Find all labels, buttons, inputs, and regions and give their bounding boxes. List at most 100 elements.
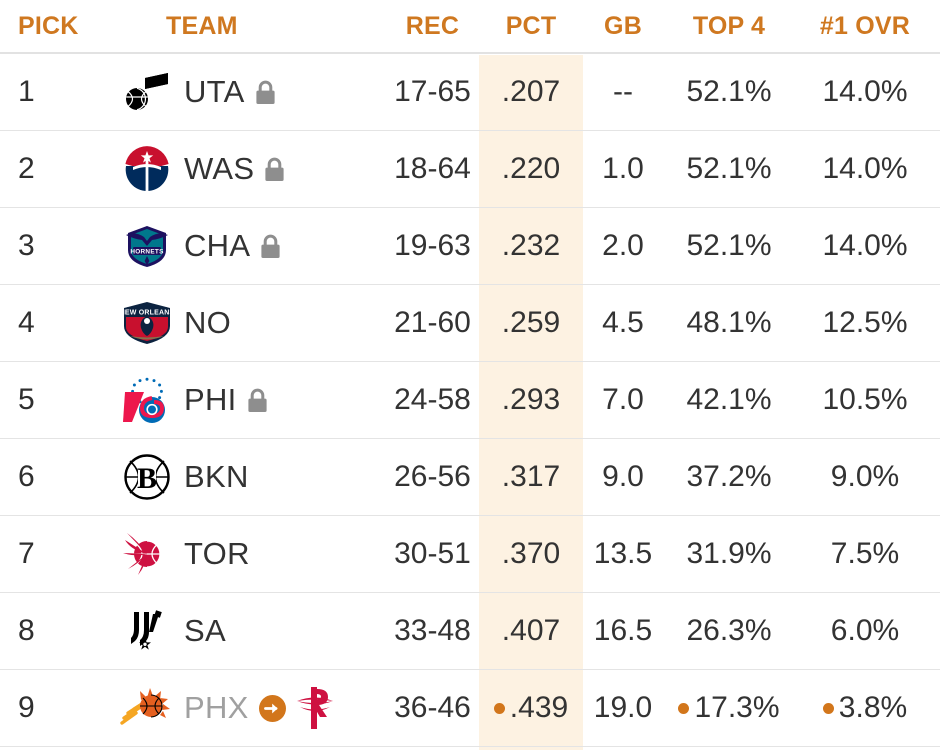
record-value: 36-46 xyxy=(394,691,471,724)
ovr-wrap: 9.0% xyxy=(831,460,899,494)
games-back-cell: 2.0 xyxy=(583,229,663,263)
column-header-gb[interactable]: GB xyxy=(583,12,663,41)
pct-value: .232 xyxy=(501,229,561,262)
column-header-rec[interactable]: REC xyxy=(386,12,479,41)
team-abbreviation: SA xyxy=(184,613,226,648)
pct-value: .220 xyxy=(501,152,561,185)
pct-value: .407 xyxy=(501,614,561,647)
pct-wrap: .370 xyxy=(502,537,560,571)
record-cell: 36-46 xyxy=(386,691,479,725)
top4-value: 37.2% xyxy=(686,460,772,493)
column-header-ovr[interactable]: #1 OVR xyxy=(795,12,935,41)
lock-icon xyxy=(254,80,277,105)
top4-value: 42.1% xyxy=(686,383,772,416)
pick-number: 7 xyxy=(18,537,35,570)
pct-cell: .207 xyxy=(479,75,583,109)
ovr-wrap: 7.5% xyxy=(831,537,899,571)
houston-rockets-logo-glyph xyxy=(296,687,333,729)
record-value: 17-65 xyxy=(394,75,471,108)
top4-cell: 37.2% xyxy=(663,460,795,494)
team-cell[interactable]: UTA xyxy=(96,65,386,119)
svg-text:B: B xyxy=(137,462,157,495)
column-header-pct-label: PCT xyxy=(505,11,557,40)
top4-cell: 26.3% xyxy=(663,614,795,648)
ovr-value: 7.5% xyxy=(830,537,900,570)
top4-cell: 52.1% xyxy=(663,229,795,263)
games-back-cell: 16.5 xyxy=(583,614,663,648)
pct-value: .293 xyxy=(501,383,561,416)
column-header-pct[interactable]: PCT xyxy=(479,12,583,41)
team-cell[interactable]: PHI xyxy=(96,373,386,427)
table-row[interactable]: 4 NEW ORLEANS NO 21-60 .259 4 xyxy=(0,285,940,362)
top4-value: 52.1% xyxy=(686,75,772,108)
team-abbreviation: TOR xyxy=(184,536,250,571)
record-cell: 18-64 xyxy=(386,152,479,186)
top4-cell: 48.1% xyxy=(663,306,795,340)
table-row[interactable]: 2 WAS 18-64 .220 1.0 xyxy=(0,131,940,208)
games-back-cell: 4.5 xyxy=(583,306,663,340)
charlotte-hornets-logo: HORNETS xyxy=(110,219,184,273)
record-cell: 17-65 xyxy=(386,75,479,109)
pct-wrap: .232 xyxy=(502,229,560,263)
record-value: 21-60 xyxy=(394,306,471,339)
column-header-pick-label: PICK xyxy=(18,11,79,40)
team-cell[interactable]: TOR xyxy=(96,527,386,581)
column-header-team[interactable]: TEAM xyxy=(96,12,386,41)
pct-cell: .293 xyxy=(479,383,583,417)
games-back-cell: 7.0 xyxy=(583,383,663,417)
ovr-value: 12.5% xyxy=(822,306,908,339)
ovr-value: 6.0% xyxy=(830,614,900,647)
top4-wrap: 52.1% xyxy=(686,152,771,186)
washington-wizards-logo xyxy=(110,142,184,196)
lock-icon xyxy=(259,234,282,259)
top4-cell: 52.1% xyxy=(663,75,795,109)
top4-value: 52.1% xyxy=(686,152,772,185)
ovr-value: 14.0% xyxy=(822,229,908,262)
new-orleans-pelicans-logo: NEW ORLEANS xyxy=(110,296,184,350)
record-cell: 19-63 xyxy=(386,229,479,263)
top4-wrap: 17.3% xyxy=(678,691,780,725)
phoenix-suns-logo-glyph xyxy=(120,688,170,725)
team-cell[interactable]: PHX xyxy=(96,681,386,735)
column-header-top4[interactable]: TOP 4 xyxy=(663,12,795,41)
pct-value: .259 xyxy=(501,306,561,339)
team-cell[interactable]: SA xyxy=(96,604,386,658)
record-value: 33-48 xyxy=(394,614,471,647)
top4-value: 26.3% xyxy=(686,614,772,647)
table-header-row: PICK TEAM REC PCT GB TOP 4 #1 OVR xyxy=(0,0,940,54)
record-value: 26-56 xyxy=(394,460,471,493)
top4-wrap: 37.2% xyxy=(686,460,771,494)
charlotte-hornets-logo-glyph: HORNETS xyxy=(126,226,168,267)
team-cell[interactable]: HORNETS CHA xyxy=(96,219,386,273)
column-header-pick[interactable]: PICK xyxy=(0,12,96,41)
table-row[interactable]: 9 PHX xyxy=(0,670,940,747)
lock-icon xyxy=(263,157,286,182)
pct-value: .207 xyxy=(501,75,561,108)
new-orleans-pelicans-logo-glyph: NEW ORLEANS xyxy=(121,302,173,344)
games-back-cell: 9.0 xyxy=(583,460,663,494)
pick-cell: 8 xyxy=(0,614,96,648)
record-value: 18-64 xyxy=(394,152,471,185)
pick-cell: 5 xyxy=(0,383,96,417)
san-antonio-spurs-logo-glyph xyxy=(131,610,162,650)
table-row[interactable]: 6 B BKN 26-56 .317 9.0 xyxy=(0,439,940,516)
table-row[interactable]: 7 TOR 30-51 .370 xyxy=(0,516,940,593)
table-row[interactable]: 8 SA 33-48 .407 xyxy=(0,593,940,670)
team-cell[interactable]: NEW ORLEANS NO xyxy=(96,296,386,350)
pct-cell: .232 xyxy=(479,229,583,263)
table-row[interactable]: 1 UTA 17-65 .207 xyxy=(0,54,940,131)
top4-value: 48.1% xyxy=(686,306,772,339)
games-back-cell: -- xyxy=(583,75,663,109)
table-row[interactable]: 5 PHI 24-58 xyxy=(0,362,940,439)
table-row[interactable]: 3 HORNETS CHA 19-63 .232 xyxy=(0,208,940,285)
games-back-value: 19.0 xyxy=(593,691,653,724)
games-back-value: 7.0 xyxy=(602,383,644,416)
games-back-cell: 1.0 xyxy=(583,152,663,186)
team-cell[interactable]: B BKN xyxy=(96,450,386,504)
lock-icon xyxy=(246,388,269,413)
pick-cell: 1 xyxy=(0,75,96,109)
pick-cell: 2 xyxy=(0,152,96,186)
record-value: 30-51 xyxy=(394,537,471,570)
team-cell[interactable]: WAS xyxy=(96,142,386,196)
pct-wrap: .407 xyxy=(502,614,560,648)
